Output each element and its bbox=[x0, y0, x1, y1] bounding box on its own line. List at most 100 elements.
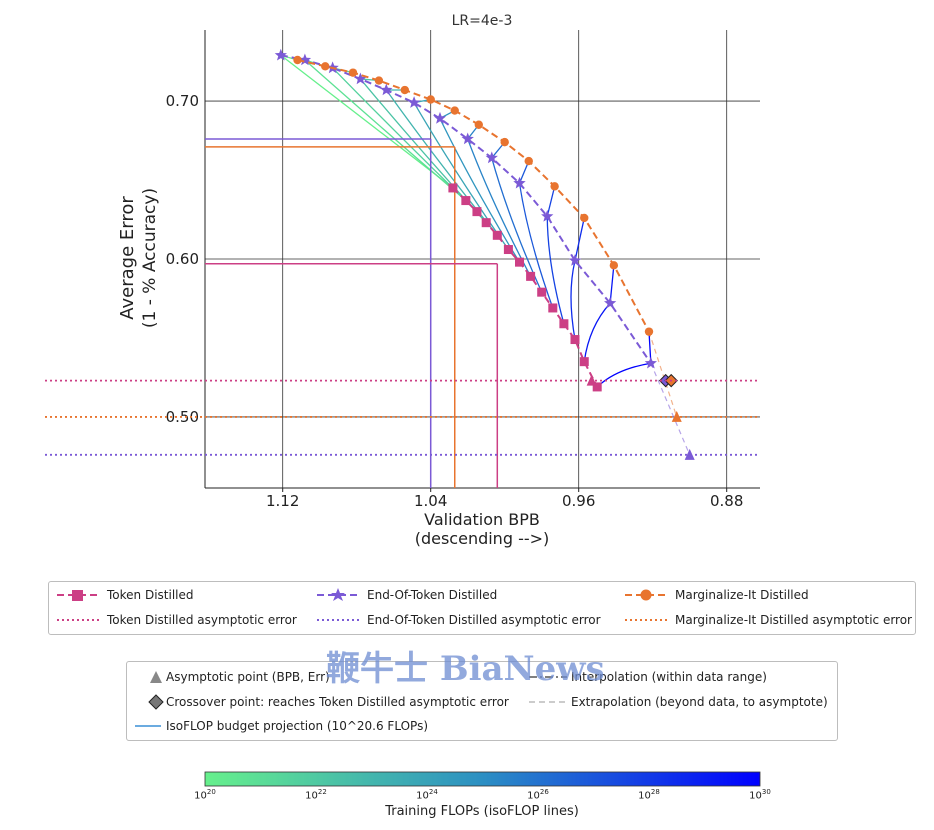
colorbar-tick-label: 1024 bbox=[416, 788, 438, 802]
extrapolation-line bbox=[648, 331, 678, 418]
legend-series: Token Distilled End-Of-Token Distilled M… bbox=[48, 581, 916, 635]
legend-annotations: Asymptotic point (BPB, Err) Interpolatio… bbox=[126, 661, 838, 741]
legend-line-solid bbox=[135, 725, 161, 727]
isoflop-line bbox=[439, 109, 521, 263]
series-point-marginalize bbox=[450, 106, 459, 115]
series-point-token bbox=[570, 335, 580, 345]
series-point-eot bbox=[433, 111, 447, 124]
legend-label: Marginalize-It Distilled bbox=[675, 588, 809, 602]
series-point-token bbox=[503, 245, 513, 255]
series-point-eot bbox=[407, 96, 421, 108]
series-point-marginalize bbox=[474, 120, 483, 129]
series-point-token bbox=[579, 357, 589, 367]
series-line bbox=[452, 187, 599, 388]
legend-label: End-Of-Token Distilled bbox=[367, 588, 498, 602]
legend-label: Interpolation (within data range) bbox=[571, 670, 767, 684]
isoflop-line bbox=[570, 217, 585, 340]
series-line bbox=[297, 59, 650, 333]
legend-label: IsoFLOP budget projection (10^20.6 FLOPs… bbox=[166, 719, 428, 733]
series-point-token bbox=[472, 207, 482, 217]
isoflop-line bbox=[466, 124, 532, 277]
series-point-eot bbox=[541, 209, 554, 222]
legend-marker-triangle bbox=[150, 671, 162, 683]
isoflop-line bbox=[304, 59, 467, 202]
legend-line-dotted bbox=[625, 619, 667, 621]
legend-label: Token Distilled bbox=[107, 588, 194, 602]
colorbar-tick-label: 1022 bbox=[305, 788, 327, 802]
colorbar-label: Training FLOPs (isoFLOP lines) bbox=[384, 804, 579, 819]
legend-label: Extrapolation (beyond data, to asymptote… bbox=[571, 695, 828, 709]
series-point-token bbox=[461, 196, 471, 206]
isoflop-line bbox=[596, 331, 652, 388]
x-tick-label: 1.04 bbox=[414, 492, 447, 510]
series-point-token bbox=[492, 230, 502, 240]
extrapolation-line bbox=[650, 363, 691, 456]
series-point-eot bbox=[604, 296, 617, 309]
isoflop-line bbox=[280, 54, 454, 189]
series-point-marginalize bbox=[524, 156, 533, 166]
legend-label: Asymptotic point (BPB, Err) bbox=[166, 670, 330, 684]
legend-label: Marginalize-It Distilled asymptotic erro… bbox=[675, 613, 912, 627]
legend-marker-diamond bbox=[148, 694, 164, 710]
series-point-eot bbox=[644, 356, 657, 369]
y-axis-label-sub: (1 - % Accuracy) bbox=[140, 188, 160, 328]
series-point-marginalize bbox=[550, 182, 559, 191]
series-point-eot bbox=[274, 48, 287, 61]
watermark-logo: 鞭牛士 BiaNews bbox=[326, 649, 605, 689]
series-point-eot bbox=[380, 83, 393, 96]
series-point-token bbox=[537, 287, 547, 297]
colorbar-tick-label: 1028 bbox=[638, 788, 660, 802]
series-point-eot bbox=[461, 132, 474, 145]
x-axis-label: Validation BPB bbox=[424, 510, 540, 529]
plot-area: 1.12 1.04 0.96 0.88 0.50 0.60 0.70 bbox=[45, 30, 760, 510]
series-point-eot bbox=[298, 53, 312, 66]
series-point-marginalize bbox=[321, 62, 330, 71]
legend-marker-star bbox=[317, 588, 359, 601]
series-point-eot bbox=[513, 176, 526, 189]
series-point-token bbox=[559, 319, 569, 329]
x-tick-label: 0.96 bbox=[562, 492, 595, 510]
y-tick-label: 0.70 bbox=[166, 92, 199, 110]
colorbar-tick-label: 1030 bbox=[749, 788, 771, 802]
series-point-eot bbox=[568, 254, 582, 266]
series-point-token bbox=[515, 257, 524, 267]
legend-marker-square bbox=[57, 590, 99, 601]
x-axis-label-sub: (descending -->) bbox=[415, 529, 550, 548]
series-point-marginalize bbox=[609, 261, 619, 270]
series-point-marginalize bbox=[426, 95, 435, 104]
colorbar-tick-label: 1020 bbox=[194, 788, 216, 802]
series-point-eot bbox=[485, 151, 498, 164]
asymptotic-point bbox=[684, 448, 695, 460]
y-axis-label: Average Error bbox=[117, 196, 138, 320]
chart-title: LR=4e-3 bbox=[452, 13, 513, 29]
series-point-eot bbox=[354, 72, 367, 85]
series-point-marginalize bbox=[644, 327, 654, 336]
legend-label: Token Distilled asymptotic error bbox=[107, 613, 297, 627]
legend-marker-circle bbox=[625, 589, 667, 601]
legend-line-dashdot bbox=[529, 676, 567, 678]
y-tick-label: 0.60 bbox=[166, 250, 199, 268]
series-point-token bbox=[448, 183, 458, 193]
isoflop-line bbox=[583, 265, 615, 362]
legend-line-dotted bbox=[57, 619, 99, 621]
colorbar bbox=[204, 771, 761, 787]
series-point-token bbox=[481, 218, 491, 228]
plot-content bbox=[205, 48, 695, 488]
legend-line-dashed-light bbox=[529, 701, 567, 703]
isoflop-line bbox=[546, 186, 565, 324]
series-point-token bbox=[548, 303, 558, 313]
y-tick-label: 0.50 bbox=[166, 408, 199, 426]
series-point-token bbox=[592, 382, 602, 392]
series-point-marginalize bbox=[580, 213, 589, 223]
legend-line-dotted bbox=[317, 619, 359, 621]
legend-label: End-Of-Token Distilled asymptotic error bbox=[367, 613, 601, 627]
isoflop-line bbox=[518, 160, 554, 309]
series-point-marginalize bbox=[293, 55, 302, 65]
isoflop-line bbox=[413, 98, 509, 250]
series-point-marginalize bbox=[348, 68, 358, 77]
x-tick-label: 1.12 bbox=[266, 492, 299, 510]
series-point-marginalize bbox=[400, 85, 409, 95]
colorbar-tick-label: 1026 bbox=[527, 788, 549, 802]
series-point-marginalize bbox=[374, 76, 384, 85]
